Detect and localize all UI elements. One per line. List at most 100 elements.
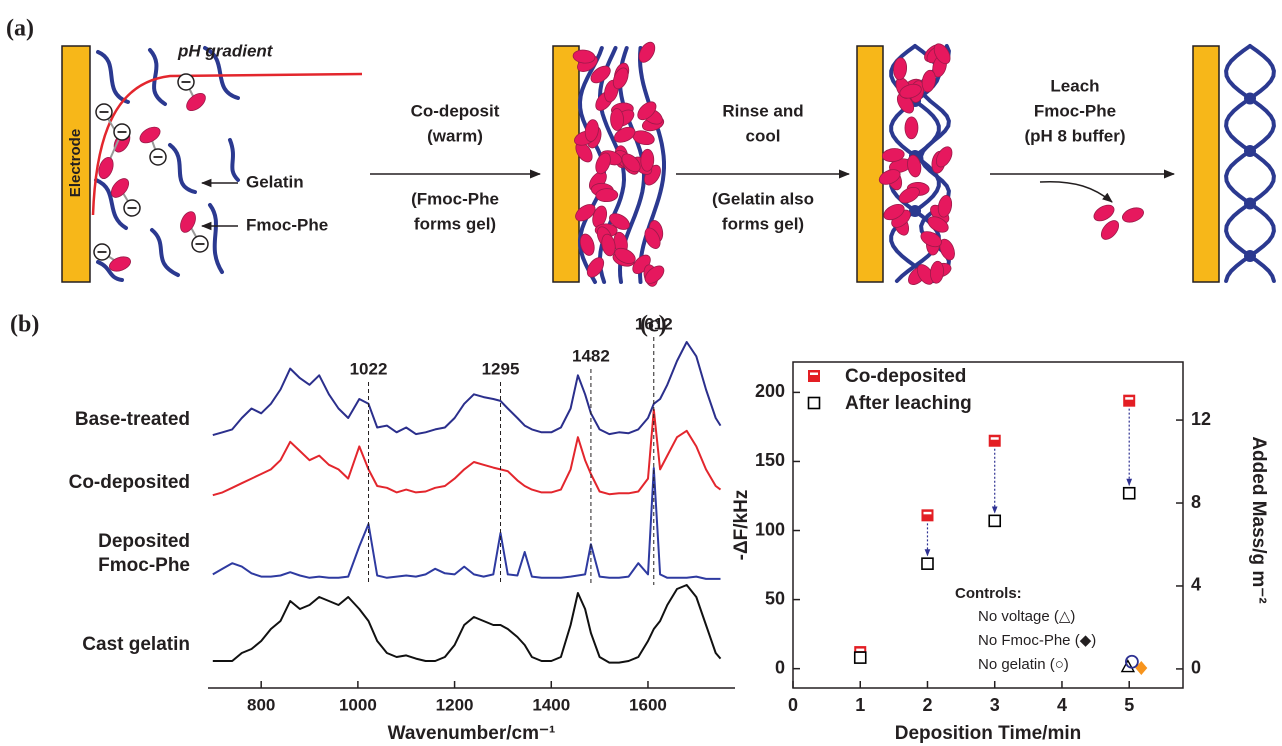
step-label: forms gel): [722, 214, 804, 233]
fmoc-phe-molecule: [644, 227, 661, 249]
marker-part: [1135, 660, 1148, 675]
controls-title: Controls:: [955, 585, 1022, 602]
fmoc-phe-molecule: [937, 195, 953, 218]
y-tick-label: 0: [775, 657, 785, 677]
fmoc-phe-molecule: [927, 216, 949, 233]
y-tick-label: 150: [755, 450, 785, 470]
y-tick-label: 200: [755, 381, 785, 401]
fmoc-phe-molecule: [1122, 207, 1144, 223]
peak-marker-label: 1482: [572, 346, 610, 365]
fmoc-phe-molecule: [898, 186, 920, 204]
x-tick-label: 800: [247, 695, 275, 714]
fmoc-phe-molecule: [139, 126, 161, 144]
fmoc-phe-molecule: [595, 188, 619, 203]
panel-label: (c): [640, 312, 667, 338]
legend-marker: [807, 396, 821, 410]
fmoc-phe-molecule: [921, 69, 936, 93]
panel-label: (b): [10, 312, 39, 338]
x-axis-label: Wavenumber/cm⁻¹: [388, 723, 556, 744]
electrode-label: Electrode: [67, 129, 84, 197]
fmoc-phe-molecule: [881, 148, 905, 163]
fmoc-phe-molecule: [621, 153, 641, 173]
crosslink-node: [1244, 197, 1256, 210]
crosslink-node: [909, 205, 921, 217]
fmoc-phe-molecule: [883, 203, 905, 221]
fmoc-phe-molecule: [610, 108, 624, 131]
peak-marker-label: 1022: [350, 359, 388, 378]
y-tick-label: 100: [755, 519, 785, 539]
fmoc-phe-molecule: [893, 57, 908, 81]
ph-gradient-curve: [91, 72, 363, 216]
fmoc-phe-molecule: [572, 49, 596, 64]
legend-label: Co-deposited: [845, 366, 966, 387]
crosslink-node: [1244, 250, 1256, 262]
y2-tick-label: 0: [1191, 658, 1201, 678]
fmoc-phe-molecule: [899, 83, 922, 99]
gelatin-strand: [208, 203, 224, 274]
spectrum-line: [212, 408, 722, 497]
step-label: (Fmoc-Phe: [411, 189, 499, 208]
fmoc-phe-molecule: [613, 126, 636, 143]
step-label: Fmoc-Phe: [1034, 101, 1116, 120]
step-label: forms gel): [414, 214, 496, 233]
marker-part: [921, 509, 934, 522]
fmoc-phe-molecule: [575, 204, 596, 222]
y-tick-label: 50: [765, 588, 785, 608]
fmoc-phe-molecule: [180, 211, 196, 233]
legend-marker: [808, 370, 820, 382]
marker-part: [807, 396, 821, 410]
data-point: [1122, 486, 1136, 500]
fmoc-phe-molecule: [1093, 204, 1115, 222]
gelatin-strand: [637, 46, 666, 284]
fmoc-phe-molecule: [601, 233, 616, 257]
marker-part: [1123, 394, 1136, 407]
step-label: Co-deposit: [411, 101, 500, 120]
data-point: [1120, 659, 1136, 673]
ph-gradient-label: pH gradient: [177, 41, 274, 60]
marker-part: [853, 651, 867, 664]
marker-part: [1122, 486, 1136, 500]
step-label: (warm): [427, 126, 483, 145]
x-tick-label: 5: [1124, 695, 1134, 715]
fmoc-phe-molecule: [186, 92, 206, 112]
fmoc-phe-molecule: [98, 157, 114, 179]
fmoc-phe-molecule: [110, 178, 130, 198]
gelatin-strand: [168, 143, 197, 194]
fmoc-phe-molecule: [579, 233, 595, 256]
series-label-line: Fmoc-Phe: [93, 555, 190, 576]
series-label: Co-deposited: [69, 472, 190, 493]
marker-part: [808, 370, 820, 382]
fmoc-phe-molecule: [1100, 220, 1120, 240]
marker-part: [990, 437, 999, 440]
data-point: [1123, 394, 1136, 407]
fmoc-phe-molecule: [907, 154, 922, 178]
x-tick-label: 1400: [532, 695, 570, 714]
fmoc-phe-molecule: [939, 238, 955, 261]
data-point: [921, 557, 934, 570]
legend-label: No gelatin (○): [978, 656, 1069, 673]
fmoc-phe-molecule: [935, 146, 953, 168]
fmoc-phe-molecule: [638, 41, 656, 63]
leach-arrow: [1039, 180, 1113, 203]
data-point: [1135, 660, 1148, 675]
crosslink-node: [1244, 92, 1256, 105]
marker-part: [810, 372, 818, 375]
species-label: Fmoc-Phe: [246, 215, 328, 234]
fmoc-phe-molecule: [109, 256, 131, 272]
x-tick-label: 1000: [339, 695, 377, 714]
legend-label: No Fmoc-Phe (◆): [978, 632, 1096, 649]
x-tick-label: 0: [788, 695, 798, 715]
step-label: (Gelatin also: [712, 189, 814, 208]
gelatin-strand: [94, 178, 128, 230]
fmoc-phe-molecule: [586, 257, 605, 278]
fmoc-phe-molecule: [609, 213, 630, 230]
x-tick-label: 1600: [629, 695, 667, 714]
gelatin-strand: [228, 138, 240, 182]
data-point: [988, 434, 1001, 447]
gelatin-strand: [96, 260, 124, 282]
gelatin-strand: [1224, 44, 1276, 283]
series-label: Deposited Fmoc-Phe: [93, 531, 190, 576]
